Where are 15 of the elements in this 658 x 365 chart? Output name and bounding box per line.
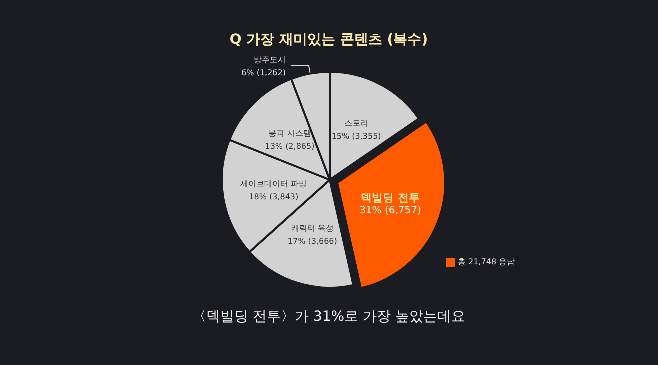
text: 총 21,748 응답 [458, 258, 516, 266]
data-label: 6% (1,262) [242, 68, 286, 78]
slice-label: 세이브데이터 파밍 [240, 180, 308, 189]
slice-label: 캐릭터 육성 [291, 224, 334, 233]
data-label: 15% (3,355) [332, 132, 382, 142]
slice-label: 덱빌딩 전투 [361, 191, 420, 204]
chart-title: Q 가장 재미있는 콘텐츠 (복수) [230, 32, 428, 48]
data-label: 18% (3,843) [249, 192, 299, 202]
text: 〈덱빌딩 전투〉가 31%로 가장 높았는데요 [192, 309, 466, 325]
slice-label: 스토리 [344, 119, 369, 128]
data-label: 17% (3,666) [288, 236, 338, 246]
data-label: 31% (6,757) [360, 205, 422, 216]
slice-label: 붕괴 시스템 [268, 128, 312, 138]
data-label: 13% (2,865) [265, 142, 315, 151]
slice-label: 방주도시 [254, 55, 286, 64]
